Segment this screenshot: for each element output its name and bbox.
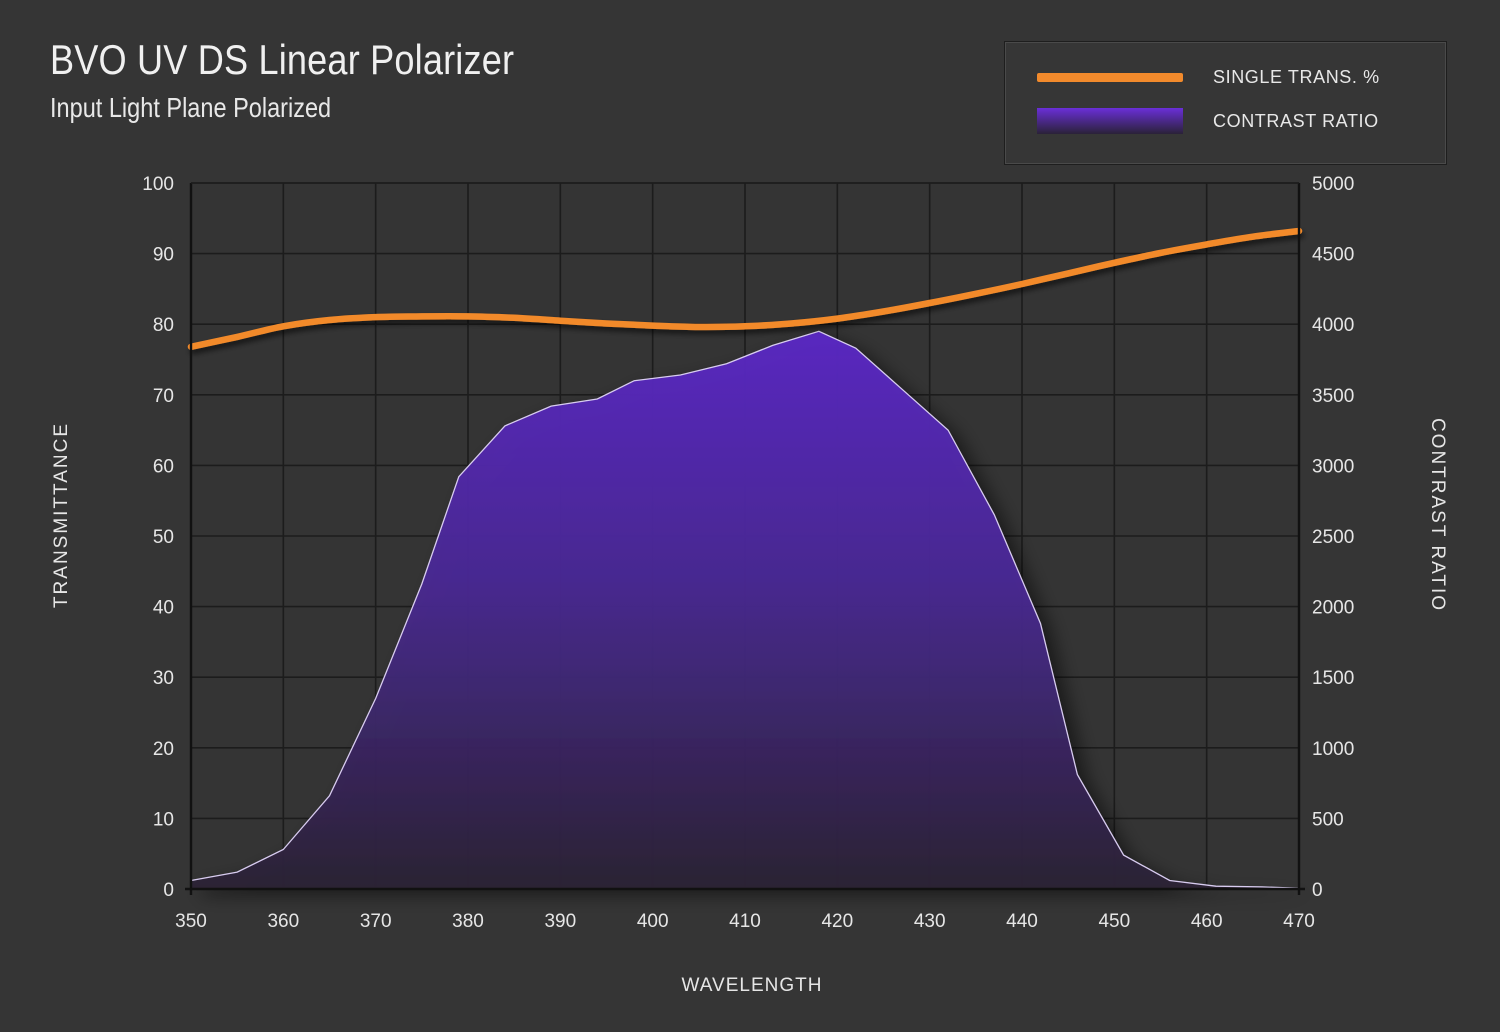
x-tick-label: 400 xyxy=(637,911,669,932)
x-tick-label: 390 xyxy=(544,911,576,932)
y-right-tick-label: 500 xyxy=(1312,809,1344,830)
x-tick-label: 350 xyxy=(175,911,207,932)
legend-label-single-trans: SINGLE TRANS. % xyxy=(1213,66,1380,87)
y-left-tick-label: 30 xyxy=(153,668,174,689)
legend-swatch-area xyxy=(1037,108,1183,134)
y-left-tick-label: 40 xyxy=(153,598,174,619)
single-trans-line xyxy=(187,227,1303,351)
y-right-tick-label: 2500 xyxy=(1312,527,1354,548)
x-tick-label: 370 xyxy=(360,911,392,932)
y-left-tick-label: 20 xyxy=(153,739,174,760)
tick-labels: 350 360 370 380 390 400 410 420 430 440 450 460 4700… xyxy=(142,174,1354,932)
x-tick-label: 470 xyxy=(1283,911,1315,932)
x-tick-label: 380 xyxy=(452,911,484,932)
y-right-tick-label: 3000 xyxy=(1312,456,1354,477)
y-axis-label-left: TRANSMITTANCE xyxy=(51,422,72,608)
y-right-tick-label: 3500 xyxy=(1312,386,1354,407)
y-right-tick-label: 1500 xyxy=(1312,668,1354,689)
chart-subtitle: Input Light Plane Polarized xyxy=(50,92,332,123)
y-left-tick-label: 10 xyxy=(153,809,174,830)
y-left-tick-label: 100 xyxy=(142,174,174,195)
y-left-tick-label: 0 xyxy=(163,880,174,901)
y-left-tick-label: 60 xyxy=(153,456,174,477)
x-axis-label: WAVELENGTH xyxy=(682,975,823,996)
y-right-tick-label: 5000 xyxy=(1312,174,1354,195)
y-right-tick-label: 4500 xyxy=(1312,245,1354,266)
contrast-ratio-area xyxy=(191,331,1299,889)
x-tick-label: 430 xyxy=(914,911,946,932)
x-tick-label: 360 xyxy=(267,911,299,932)
y-left-tick-label: 50 xyxy=(153,527,174,548)
plot-frame xyxy=(185,182,1305,895)
x-tick-label: 410 xyxy=(729,911,761,932)
y-right-tick-label: 4000 xyxy=(1312,315,1354,336)
chart-title: BVO UV DS Linear Polarizer xyxy=(50,36,515,83)
y-right-tick-label: 2000 xyxy=(1312,598,1354,619)
legend-item-single-trans: SINGLE TRANS. % xyxy=(1037,62,1380,92)
x-tick-label: 460 xyxy=(1191,911,1223,932)
contrast-area-layer xyxy=(190,330,1300,889)
contrast-ratio-outline xyxy=(190,330,1300,889)
legend-swatch-line xyxy=(1037,72,1183,82)
x-tick-label: 420 xyxy=(821,911,853,932)
x-tick-label: 450 xyxy=(1098,911,1130,932)
y-left-tick-label: 80 xyxy=(153,315,174,336)
y-right-tick-label: 1000 xyxy=(1312,739,1354,760)
y-left-tick-label: 90 xyxy=(153,245,174,266)
legend-label-contrast-ratio: CONTRAST RATIO xyxy=(1213,110,1379,131)
y-right-tick-label: 0 xyxy=(1312,880,1323,901)
y-left-tick-label: 70 xyxy=(153,386,174,407)
x-tick-label: 440 xyxy=(1006,911,1038,932)
legend: SINGLE TRANS. % CONTRAST RATIO xyxy=(1004,41,1447,165)
y-axis-label-right: CONTRAST RATIO xyxy=(1427,418,1448,612)
legend-item-contrast-ratio: CONTRAST RATIO xyxy=(1037,106,1379,136)
transmission-line-layer xyxy=(187,227,1303,351)
